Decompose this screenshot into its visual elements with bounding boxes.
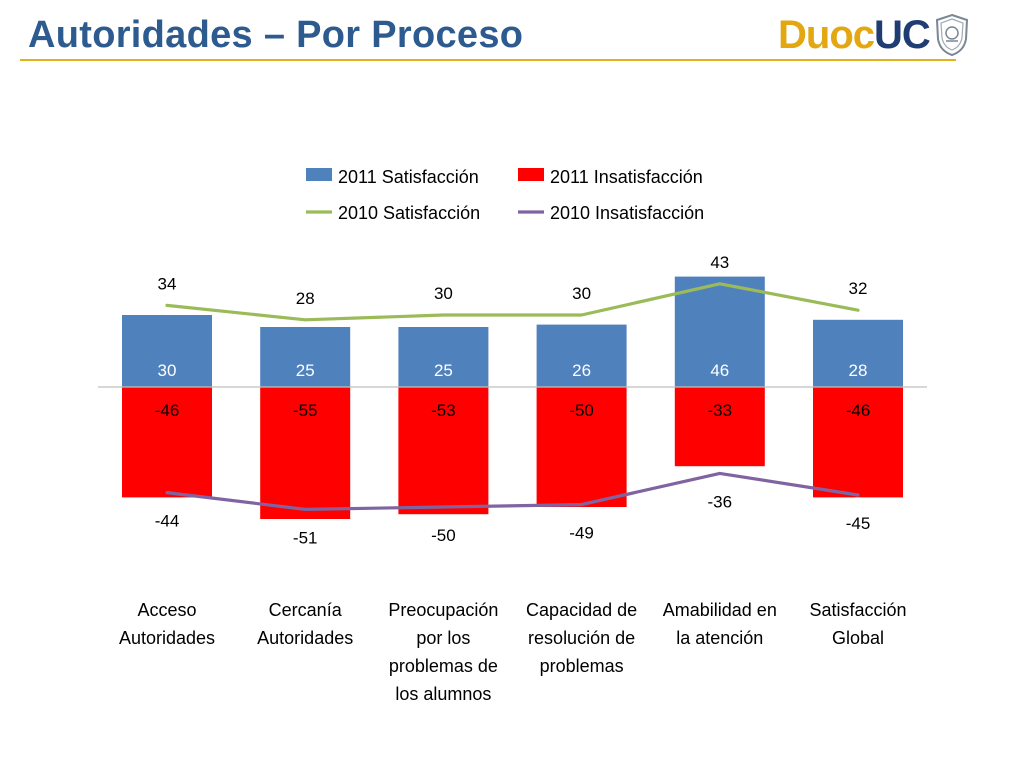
line-data-label: 34	[158, 274, 177, 293]
logo-text-uc: UC	[874, 12, 931, 57]
category-label: problemas	[540, 656, 624, 676]
line-satisfaccion-2010	[165, 282, 860, 322]
bar-data-label: -55	[293, 401, 318, 420]
bar-data-label: 25	[434, 361, 453, 380]
bar-data-label: -46	[155, 401, 180, 420]
bar-data-label: 46	[710, 361, 729, 380]
line-data-label: 43	[710, 253, 729, 272]
bar-satisfaccion-2011	[536, 324, 627, 387]
bar-data-label: -53	[431, 401, 456, 420]
category-label: Satisfacción	[809, 600, 906, 620]
bar-satisfaccion-2011	[260, 327, 351, 387]
legend-label: 2010 Insatisfacción	[550, 203, 704, 223]
duocuc-logo: DuocUC	[778, 10, 970, 60]
category-label: Amabilidad en	[663, 600, 777, 620]
bar-data-label: -50	[569, 401, 594, 420]
category-label: Preocupación	[388, 600, 498, 620]
bar-data-label: -33	[708, 401, 733, 420]
bar-satisfaccion-2011	[398, 327, 489, 387]
logo-text-duoc: Duoc	[778, 12, 875, 57]
university-seal-icon	[935, 13, 968, 57]
line-data-label: -44	[155, 512, 180, 531]
legend-swatch	[306, 168, 332, 181]
legend-swatch	[518, 168, 544, 181]
bar-insatisfaccion-2011	[260, 387, 351, 519]
bar-insatisfaccion-2011	[674, 387, 765, 467]
category-label: Autoridades	[257, 628, 353, 648]
line-data-label: -36	[708, 492, 733, 511]
bar-insatisfaccion-2011	[398, 387, 489, 515]
bar-data-label: 26	[572, 361, 591, 380]
line-data-label: -51	[293, 528, 318, 547]
category-label: Capacidad de	[526, 600, 637, 620]
logo-wordmark: DuocUC	[778, 12, 931, 58]
category-label: Autoridades	[119, 628, 215, 648]
page-title: Autoridades – Por Proceso	[28, 14, 524, 56]
category-label: por los	[416, 628, 470, 648]
category-label: los alumnos	[395, 684, 491, 704]
bar-insatisfaccion-2011	[536, 387, 627, 507]
legend-label: 2011 Insatisfacción	[550, 167, 703, 187]
line-data-label: 30	[434, 284, 453, 303]
category-label: Acceso	[137, 600, 196, 620]
legend-label: 2011 Satisfacción	[338, 167, 479, 187]
bar-data-label: 25	[296, 361, 315, 380]
line-data-label: -50	[431, 526, 456, 545]
line-data-label: 28	[296, 289, 315, 308]
bar-satisfaccion-2011	[122, 315, 212, 387]
bar-data-label: 28	[849, 361, 868, 380]
bar-data-label: -46	[846, 401, 871, 420]
line-data-label: -49	[569, 524, 594, 543]
title-underline	[20, 59, 956, 61]
category-label: Cercanía	[269, 600, 343, 620]
bar-satisfaccion-2011	[674, 276, 765, 387]
line-insatisfaccion-2010	[165, 471, 860, 511]
bar-satisfaccion-2011	[813, 319, 903, 387]
bar-data-label: 30	[158, 361, 177, 380]
bar-insatisfaccion-2011	[813, 387, 903, 498]
legend-label: 2010 Satisfacción	[338, 203, 480, 223]
category-label: la atención	[676, 628, 763, 648]
category-label: resolución de	[528, 628, 635, 648]
category-label: problemas de	[389, 656, 498, 676]
line-data-label: -45	[846, 514, 871, 533]
line-data-label: 32	[849, 279, 868, 298]
line-data-label: 30	[572, 284, 591, 303]
bar-insatisfaccion-2011	[122, 387, 212, 498]
category-label: Global	[832, 628, 884, 648]
